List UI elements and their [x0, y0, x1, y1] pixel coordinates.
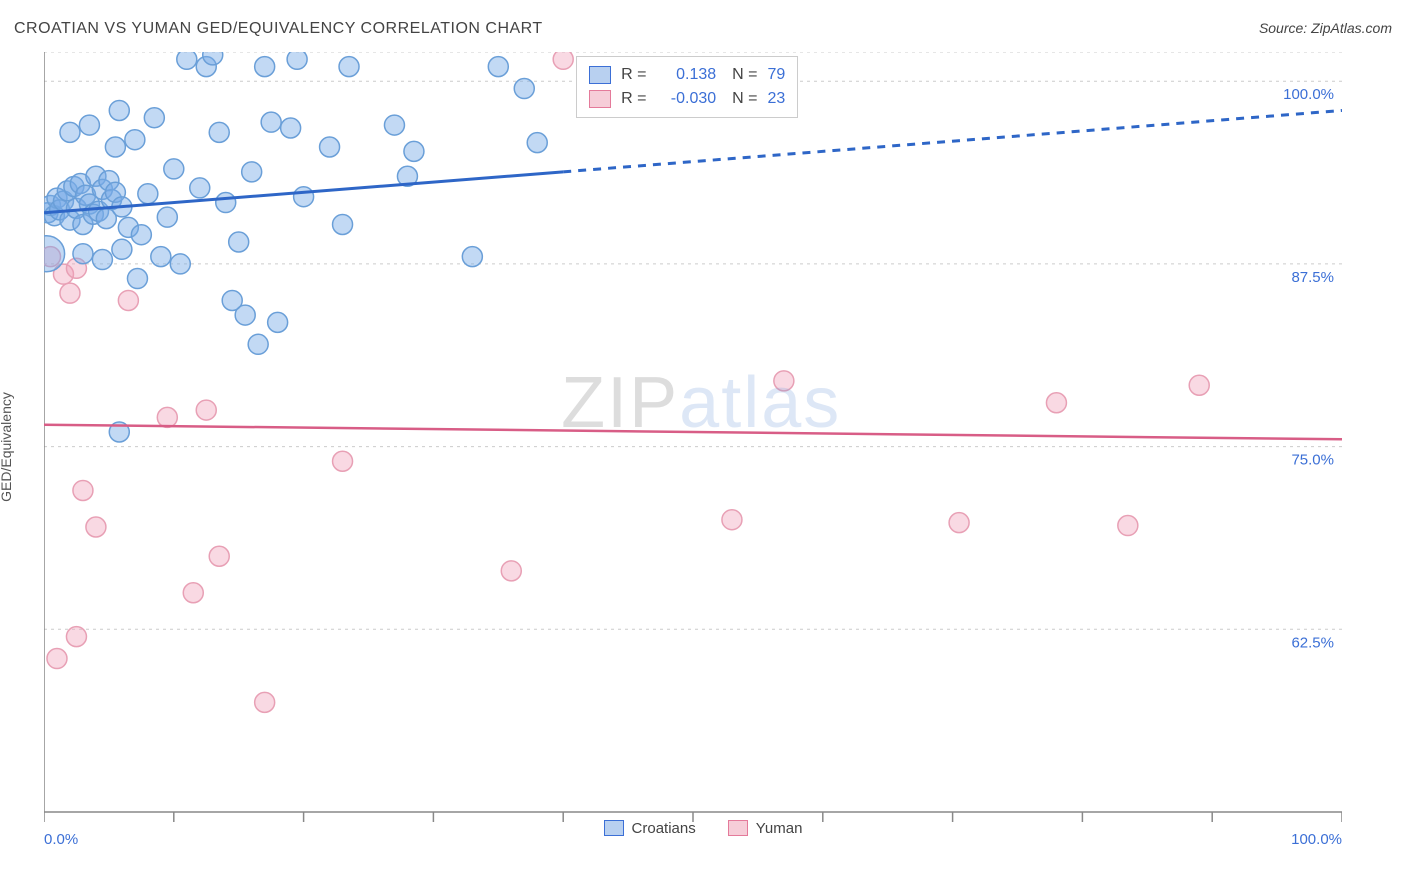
r-value: -0.030 [661, 90, 716, 108]
chart-header: CROATIAN VS YUMAN GED/EQUIVALENCY CORREL… [14, 20, 1392, 46]
data-point [261, 112, 281, 132]
data-point [404, 141, 424, 161]
data-point [209, 122, 229, 142]
trend-line-extrapolated [563, 110, 1342, 171]
data-point [66, 627, 86, 647]
data-point [60, 283, 80, 303]
legend-swatch [589, 90, 611, 108]
data-point [109, 100, 129, 120]
data-point [527, 133, 547, 153]
data-point [73, 244, 93, 264]
n-label: N = [732, 90, 757, 108]
correlation-legend: R = 0.138 N = 79 R = -0.030 N = 23 [576, 56, 798, 118]
data-point [131, 225, 151, 245]
data-point [1046, 393, 1066, 413]
data-point [177, 52, 197, 69]
data-point [462, 247, 482, 267]
data-point [553, 52, 573, 69]
legend-item: Yuman [728, 820, 803, 837]
r-label: R = [621, 90, 651, 108]
legend-item: Croatians [604, 820, 696, 837]
data-point [255, 57, 275, 77]
n-label: N = [732, 66, 757, 84]
chart-title: CROATIAN VS YUMAN GED/EQUIVALENCY CORREL… [14, 20, 543, 37]
data-point [268, 312, 288, 332]
data-point [47, 649, 67, 669]
data-point [774, 371, 794, 391]
data-point [1189, 375, 1209, 395]
chart-source: Source: ZipAtlas.com [1259, 20, 1392, 36]
legend-swatch [589, 66, 611, 84]
data-point [157, 407, 177, 427]
data-point [294, 187, 314, 207]
data-point [242, 162, 262, 182]
data-point [384, 115, 404, 135]
data-point [170, 254, 190, 274]
chart-area: GED/Equivalency 0.0%100.0%62.5%75.0%87.5… [14, 52, 1392, 842]
data-point [203, 52, 223, 65]
data-point [339, 57, 359, 77]
data-point [281, 118, 301, 138]
data-point [92, 250, 112, 270]
data-point [164, 159, 184, 179]
n-value: 79 [768, 66, 786, 84]
svg-text:62.5%: 62.5% [1291, 634, 1334, 651]
svg-text:100.0%: 100.0% [1283, 86, 1334, 103]
legend-row: R = -0.030 N = 23 [589, 87, 785, 111]
data-point [112, 239, 132, 259]
trend-line [44, 425, 1342, 440]
data-point [722, 510, 742, 530]
r-label: R = [621, 66, 651, 84]
data-point [501, 561, 521, 581]
data-point [144, 108, 164, 128]
n-value: 23 [768, 90, 786, 108]
data-point [333, 214, 353, 234]
data-point [73, 480, 93, 500]
data-point [60, 122, 80, 142]
data-point [125, 130, 145, 150]
data-point [320, 137, 340, 157]
data-point [151, 247, 171, 267]
r-value: 0.138 [661, 66, 716, 84]
data-point [514, 79, 534, 99]
source-prefix: Source: [1259, 20, 1311, 36]
data-point [235, 305, 255, 325]
legend-swatch [728, 820, 748, 836]
data-point [248, 334, 268, 354]
data-point [190, 178, 210, 198]
data-point [196, 400, 216, 420]
source-name: ZipAtlas.com [1311, 20, 1392, 36]
data-point [949, 513, 969, 533]
series-legend: Croatians Yuman [14, 814, 1392, 842]
data-point [216, 193, 236, 213]
legend-row: R = 0.138 N = 79 [589, 63, 785, 87]
svg-text:75.0%: 75.0% [1291, 452, 1334, 469]
data-point [183, 583, 203, 603]
data-point [488, 57, 508, 77]
data-point [138, 184, 158, 204]
data-point [1118, 516, 1138, 536]
data-point [287, 52, 307, 69]
legend-label: Croatians [632, 820, 696, 837]
data-point [209, 546, 229, 566]
data-point [86, 517, 106, 537]
data-point [333, 451, 353, 471]
data-point [229, 232, 249, 252]
data-point [118, 290, 138, 310]
data-point [255, 692, 275, 712]
scatter-plot: 0.0%100.0%62.5%75.0%87.5%100.0% [44, 52, 1342, 852]
legend-swatch [604, 820, 624, 836]
svg-text:87.5%: 87.5% [1291, 269, 1334, 286]
data-point [105, 137, 125, 157]
data-point [79, 115, 99, 135]
data-point [127, 269, 147, 289]
data-point [157, 207, 177, 227]
y-axis-label: GED/Equivalency [0, 392, 14, 502]
legend-label: Yuman [756, 820, 803, 837]
